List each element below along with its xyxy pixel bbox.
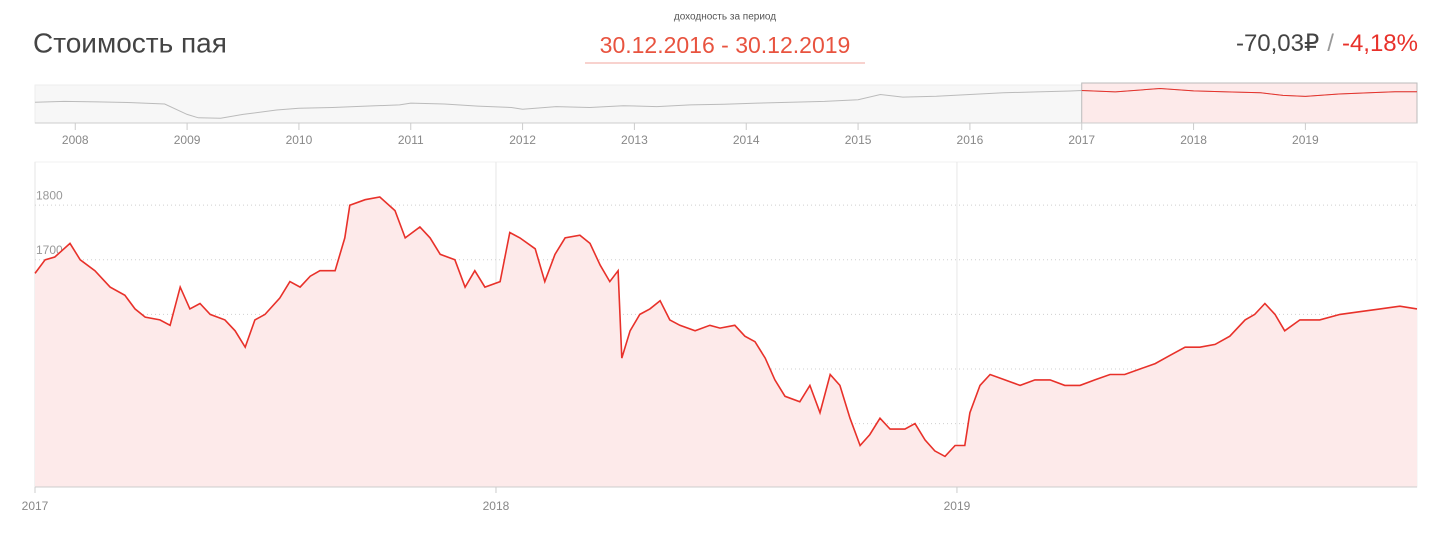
selection[interactable] — [1081, 82, 1418, 124]
x-tick-label: 2019 — [944, 499, 971, 513]
y-tick-label: 1700 — [36, 243, 63, 257]
navigator-tick-label: 2019 — [1292, 133, 1319, 147]
change: -70,03₽ / -4,18% — [1236, 30, 1418, 57]
x-tick-label: 2018 — [483, 499, 510, 513]
navigator-tick-label: 2012 — [509, 133, 536, 147]
change-percent: -4,18% — [1342, 30, 1418, 57]
navigator[interactable]: 2008 2009 2010 2011 2012 2013 2014 2015 2016 2017… — [34, 82, 1418, 147]
navigator-tick-label: 2014 — [733, 133, 760, 147]
change-value: -70,03₽ — [1236, 30, 1319, 57]
separator: / — [1327, 30, 1334, 57]
navigator-tick-label: 2013 — [621, 133, 648, 147]
main-chart: 201720182019130014001500160017001800 — [22, 161, 1418, 513]
y-tick-label: 1800 — [36, 188, 63, 202]
title: Стоимость пая — [33, 27, 227, 58]
x-tick-label: 2017 — [22, 499, 49, 513]
area-fill — [35, 197, 1417, 487]
navigator-tick-label: 2010 — [286, 133, 313, 147]
navigator-tick-label: 2011 — [398, 133, 424, 147]
navigator-tick-label: 2018 — [1180, 133, 1207, 147]
navigator-tick-label: 2016 — [957, 133, 984, 147]
navigator-tick-label: 2009 — [174, 133, 201, 147]
price-line — [34, 196, 1418, 458]
period-label: доходность за период — [674, 12, 776, 23]
period[interactable]: 30.12.2016 - 30.12.2019 — [600, 32, 851, 58]
navigator-tick-label: 2008 — [62, 133, 89, 147]
navigator-selected-line — [1081, 87, 1417, 97]
navigator-tick-label: 2015 — [845, 133, 872, 147]
navigator-tick-label: 2017 — [1068, 133, 1095, 147]
